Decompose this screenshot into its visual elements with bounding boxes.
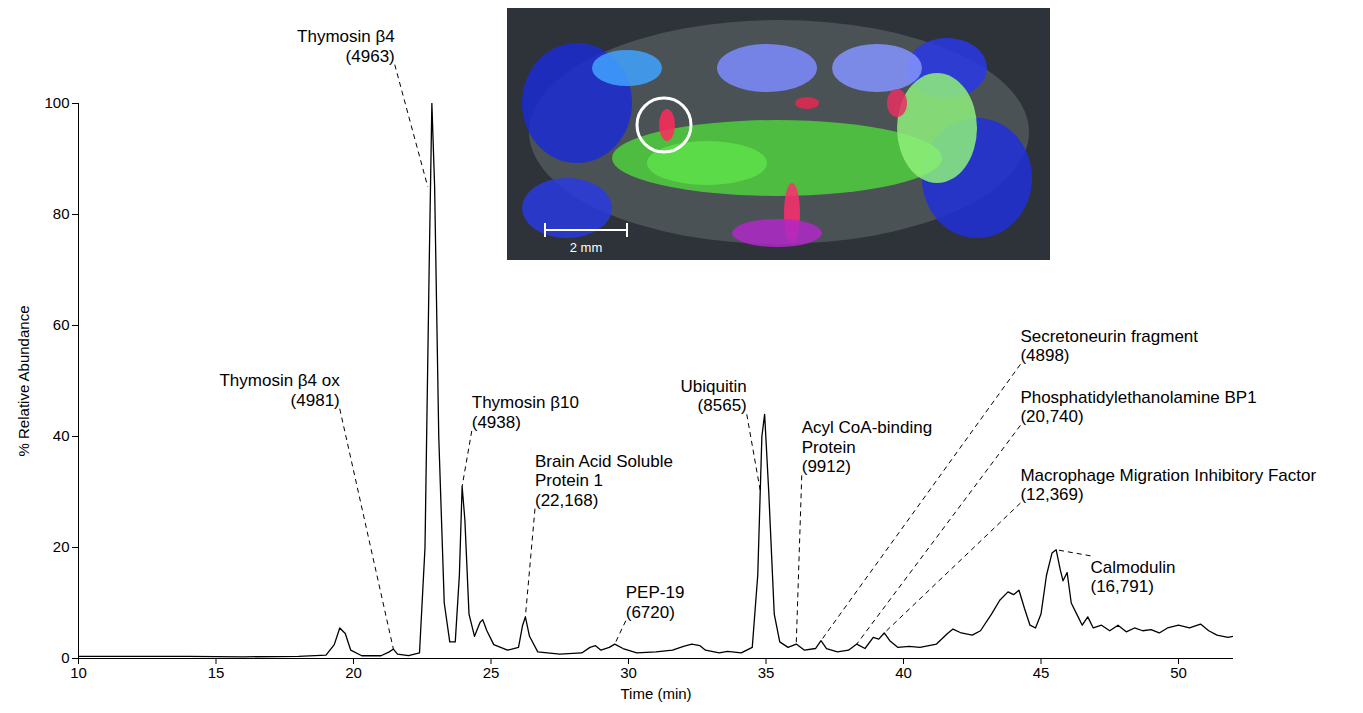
- svg-text:25: 25: [483, 664, 500, 681]
- svg-text:Secretoneurin fragment(4898): Secretoneurin fragment(4898): [1020, 327, 1198, 366]
- svg-text:45: 45: [1033, 664, 1050, 681]
- svg-text:Thymosin β10(4938): Thymosin β10(4938): [472, 393, 579, 432]
- svg-text:40: 40: [895, 664, 912, 681]
- svg-text:0: 0: [61, 649, 69, 666]
- svg-text:2 mm: 2 mm: [570, 240, 603, 255]
- svg-text:60: 60: [53, 316, 70, 333]
- svg-text:Macrophage Migration Inhibitor: Macrophage Migration Inhibitory Factor(1…: [1020, 466, 1316, 505]
- svg-text:% Relative Abundance: % Relative Abundance: [15, 306, 32, 457]
- svg-text:Time (min): Time (min): [620, 685, 691, 702]
- svg-text:Ubiquitin(8565): Ubiquitin(8565): [681, 377, 747, 416]
- svg-text:100: 100: [44, 94, 69, 111]
- svg-text:30: 30: [620, 664, 637, 681]
- svg-text:50: 50: [1170, 664, 1187, 681]
- svg-text:20: 20: [345, 664, 362, 681]
- svg-text:Acyl CoA-bindingProtein(9912): Acyl CoA-bindingProtein(9912): [802, 418, 932, 476]
- svg-text:20: 20: [53, 538, 70, 555]
- svg-text:PEP-19(6720): PEP-19(6720): [626, 583, 685, 622]
- svg-text:15: 15: [208, 664, 225, 681]
- svg-text:Brain Acid SolubleProtein 1(22: Brain Acid SolubleProtein 1(22,168): [535, 452, 673, 510]
- svg-text:40: 40: [53, 427, 70, 444]
- svg-text:Phosphatidylethanolamine BP1(2: Phosphatidylethanolamine BP1(20,740): [1020, 388, 1256, 427]
- svg-text:Calmodulin(16,791): Calmodulin(16,791): [1091, 558, 1176, 597]
- svg-text:80: 80: [53, 205, 70, 222]
- svg-text:10: 10: [70, 664, 87, 681]
- svg-text:Thymosin β4(4963): Thymosin β4(4963): [297, 27, 395, 66]
- svg-text:35: 35: [758, 664, 775, 681]
- svg-text:Thymosin β4 ox(4981): Thymosin β4 ox(4981): [219, 371, 340, 410]
